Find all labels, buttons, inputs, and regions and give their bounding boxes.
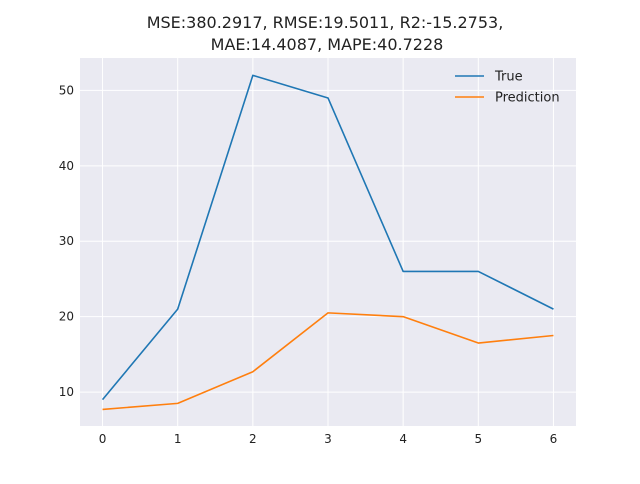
- y-tick-label: 20: [59, 310, 74, 324]
- legend-label-prediction: Prediction: [495, 91, 560, 106]
- chart-title-line2: MAE:14.4087, MAPE:40.7228: [211, 35, 444, 54]
- x-tick-label: 5: [474, 432, 482, 446]
- legend-label-true: True: [494, 70, 523, 85]
- x-tick-label: 2: [249, 432, 257, 446]
- x-tick-label: 3: [324, 432, 332, 446]
- y-tick-label: 50: [59, 83, 74, 97]
- x-tick-label: 1: [174, 432, 182, 446]
- y-tick-label: 30: [59, 234, 74, 248]
- x-tick-label: 4: [399, 432, 407, 446]
- x-tick-label: 6: [550, 432, 558, 446]
- chart-title-line1: MSE:380.2917, RMSE:19.5011, R2:-15.2753,: [147, 13, 504, 32]
- x-tick-label: 0: [99, 432, 107, 446]
- y-tick-label: 40: [59, 159, 74, 173]
- y-tick-label: 10: [59, 385, 74, 399]
